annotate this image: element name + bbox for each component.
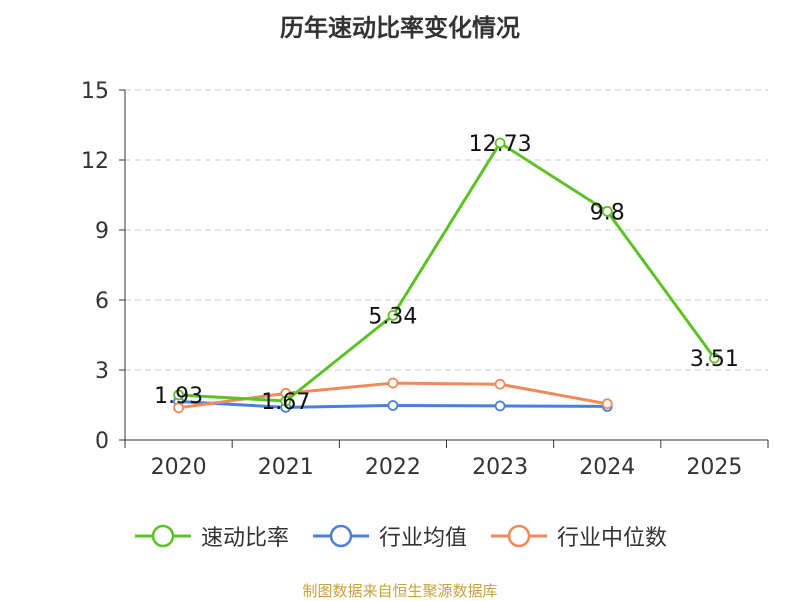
- series-point-1: [387, 400, 399, 411]
- legend-label: 行业均值: [378, 526, 467, 551]
- y-tick-label: 9: [95, 219, 109, 244]
- legend-label: 行业中位数: [557, 526, 668, 551]
- x-tick-label: 2020: [151, 455, 207, 480]
- series-point-2: [494, 378, 506, 390]
- data-label: 5.34: [368, 304, 417, 329]
- y-tick-label: 3: [95, 359, 109, 384]
- series-point-0: [280, 395, 292, 407]
- x-tick-label: 2024: [579, 455, 635, 480]
- data-label: 1.93: [154, 384, 203, 409]
- data-label: 1.67: [261, 390, 310, 415]
- legend-item[interactable]: 速动比率: [133, 520, 289, 552]
- series-point-0: [601, 205, 613, 217]
- data-label: 12.73: [469, 132, 532, 157]
- series-point-1: [494, 400, 506, 412]
- x-tick-label: 2022: [365, 455, 421, 480]
- y-tick-label: 12: [81, 149, 109, 174]
- data-label: 9.8: [590, 200, 625, 225]
- legend-swatch: [312, 524, 369, 548]
- chart-title: 历年速动比率变化情况: [280, 14, 520, 42]
- series-lines: [173, 137, 720, 414]
- series-point-2: [601, 398, 613, 410]
- x-tick-label: 2021: [258, 455, 314, 480]
- data-label: 3.51: [690, 347, 739, 372]
- legend-swatch: [134, 524, 191, 548]
- legend-swatch: [491, 524, 547, 548]
- y-tick-label: 15: [81, 79, 109, 104]
- y-tick-label: 0: [95, 429, 109, 454]
- series-point-0: [709, 352, 720, 364]
- series-point-0: [387, 309, 399, 321]
- legend-item[interactable]: 行业均值: [311, 520, 467, 552]
- x-tick-label: 2023: [472, 455, 528, 480]
- data-labels: 1.93 1.67 5.34 12.73 9.8 3.51: [154, 132, 739, 415]
- series-point-0: [494, 137, 506, 149]
- axes: 0 3 6 9 12 15 2020 2021 2022 2023 2024 2025: [81, 79, 769, 480]
- series-point-2: [387, 377, 399, 389]
- y-tick-label: 6: [95, 289, 109, 314]
- x-tick-label: 2025: [686, 455, 742, 480]
- source-note: 制图数据来自恒生聚源数据库: [302, 582, 498, 600]
- legend-label: 速动比率: [200, 526, 289, 551]
- legend-item[interactable]: 行业中位数: [489, 520, 667, 552]
- series-line-0: [178, 141, 716, 403]
- legend: 速动比率 行业均值 行业中位数: [0, 520, 800, 552]
- series-point-2: [173, 402, 184, 414]
- series-point-0: [173, 389, 184, 401]
